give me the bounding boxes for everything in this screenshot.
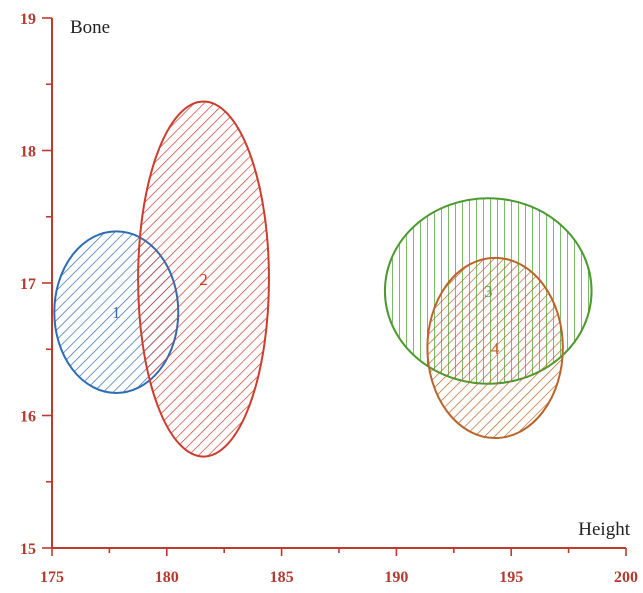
x-axis-title: Height <box>578 519 630 540</box>
y-tick-label: 16 <box>20 409 36 426</box>
x-tick-label: 180 <box>155 569 179 586</box>
cluster-ellipse-4 <box>426 256 564 440</box>
cluster-label-1: 1 <box>112 303 121 322</box>
cluster-label-2: 2 <box>199 270 208 289</box>
y-tick-label: 19 <box>20 11 36 28</box>
x-tick-label: 195 <box>499 569 523 586</box>
y-tick-label: 15 <box>20 541 36 558</box>
x-tick-label: 190 <box>384 569 408 586</box>
axis-ticks: 175 180 185 190 195 200 15 16 17 18 19 <box>20 11 638 586</box>
y-tick-label: 17 <box>20 276 36 293</box>
cluster-ellipses <box>53 100 593 458</box>
x-tick-label: 185 <box>270 569 294 586</box>
x-tick-label: 175 <box>40 569 64 586</box>
x-tick-label: 200 <box>614 569 638 586</box>
y-tick-label: 18 <box>20 144 36 161</box>
cluster-labels: 1 2 3 4 <box>112 270 500 358</box>
cluster-label-3: 3 <box>484 282 493 301</box>
y-axis-title: Bone <box>70 17 110 38</box>
cluster-label-4: 4 <box>491 339 500 358</box>
cluster-ellipse-2 <box>137 100 270 458</box>
